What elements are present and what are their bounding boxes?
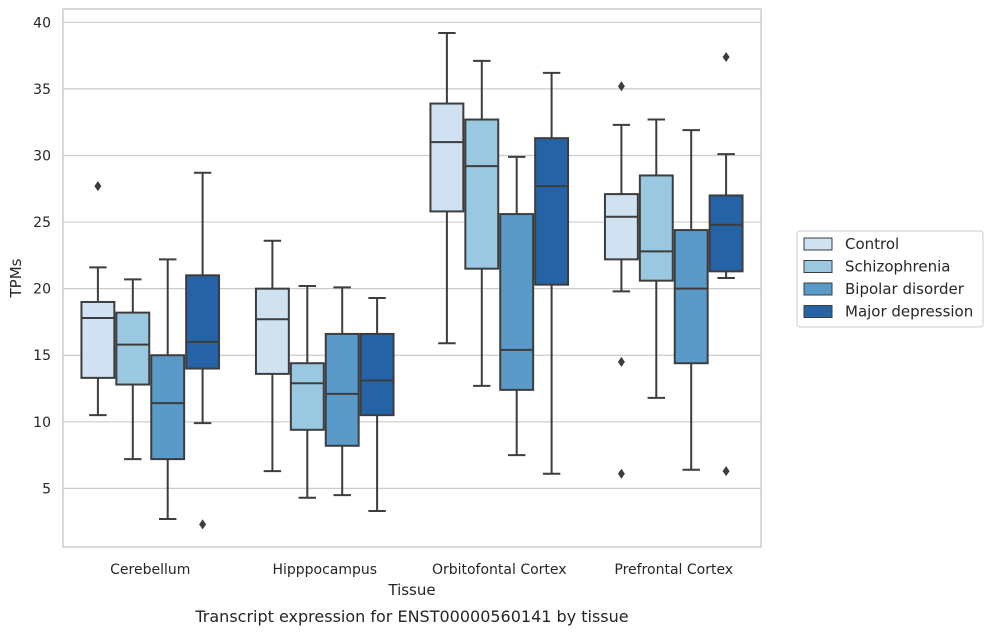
box-iqr — [80, 300, 116, 379]
y-tick-label: 35 — [33, 82, 51, 98]
box-schizophrenia — [115, 278, 151, 461]
y-tick-label: 15 — [33, 348, 51, 364]
y-tick-label: 25 — [33, 215, 51, 231]
y-tick-label: 5 — [42, 481, 51, 497]
box-series — [80, 31, 744, 530]
box-control — [254, 239, 290, 473]
box-iqr — [429, 102, 465, 213]
box-major-depression — [534, 71, 570, 475]
box-major-depression — [185, 171, 221, 530]
box-iqr — [185, 274, 221, 370]
box-iqr — [359, 332, 395, 417]
x-tick-label: Prefrontal Cortex — [614, 562, 733, 578]
outlier-point — [199, 519, 207, 530]
box-control — [603, 81, 639, 479]
box-bipolar-disorder — [324, 286, 360, 497]
legend-swatch — [803, 282, 833, 296]
y-tick-label: 40 — [33, 15, 51, 31]
outlier-point — [617, 81, 625, 92]
box-major-depression — [359, 296, 395, 513]
y-tick-label: 10 — [33, 415, 51, 431]
box-iqr — [673, 229, 709, 365]
box-iqr — [708, 194, 744, 273]
legend-swatch — [803, 237, 833, 251]
box-schizophrenia — [289, 284, 325, 499]
box-bipolar-disorder — [150, 258, 186, 521]
outlier-point — [617, 468, 625, 479]
x-axis-title: Tissue — [387, 581, 435, 599]
legend-swatch — [803, 260, 833, 273]
y-axis-ticks: 5 10 15 20 25 30 35 40 — [33, 15, 51, 497]
chart-title: Transcript expression for ENST0000056014… — [194, 607, 628, 626]
x-tick-label: Hipppocampus — [272, 562, 377, 578]
box-schizophrenia — [638, 118, 674, 399]
box-control — [80, 181, 116, 417]
box-iqr — [638, 174, 674, 282]
legend-label: Control — [845, 235, 899, 253]
box-schizophrenia — [464, 59, 500, 387]
outlier-point — [94, 181, 102, 192]
plot-area — [62, 8, 762, 548]
x-tick-label: Cerebellum — [110, 562, 190, 578]
legend-frame — [796, 230, 984, 328]
box-major-depression — [708, 51, 744, 477]
box-iqr — [534, 137, 570, 286]
outlier-point — [617, 356, 625, 367]
box-control — [429, 31, 465, 345]
box-iqr — [150, 354, 186, 461]
box-bipolar-disorder — [673, 129, 709, 471]
legend-label: Bipolar disorder — [845, 280, 965, 298]
x-axis-ticks: Cerebellum Hipppocampus Orbitofontal Corte… — [110, 562, 733, 578]
y-axis-title: TPMs — [7, 258, 25, 298]
legend-swatch — [803, 305, 833, 318]
legend-label: Major depression — [845, 303, 973, 321]
outlier-point — [722, 466, 730, 477]
box-iqr — [499, 213, 535, 391]
box-iqr — [324, 332, 360, 447]
box-iqr — [115, 311, 151, 386]
box-iqr — [289, 362, 325, 431]
box-iqr — [254, 287, 290, 375]
y-tick-label: 30 — [33, 148, 51, 164]
box-bipolar-disorder — [499, 155, 535, 457]
box-iqr — [603, 193, 639, 261]
y-tick-label: 20 — [33, 282, 51, 298]
legend: Control Schizophrenia Bipolar disorder Majo… — [796, 230, 984, 328]
outlier-point — [722, 51, 730, 62]
legend-label: Schizophrenia — [845, 258, 950, 276]
x-tick-label: Orbitofontal Cortex — [432, 562, 567, 578]
box-iqr — [464, 118, 500, 270]
